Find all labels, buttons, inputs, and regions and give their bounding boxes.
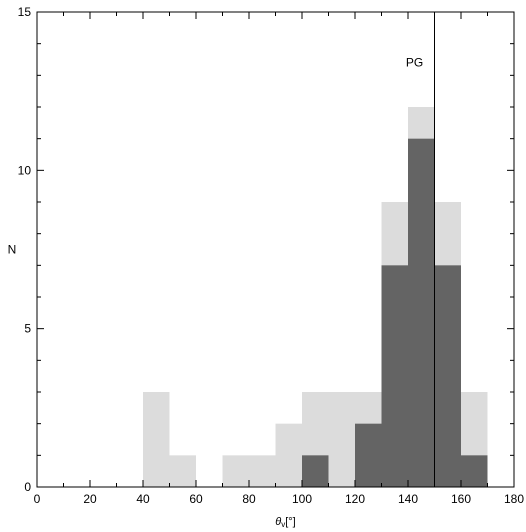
x-tick-label: 160	[451, 492, 471, 506]
histogram-bar-series0-110	[328, 392, 355, 487]
axis-tick-labels: 0 20 40 60 80 100 120 140 160 180 0 5 10 15	[18, 5, 525, 506]
histogram-bar-series1-120	[355, 423, 382, 487]
x-axis-label-symbol: θ	[275, 516, 281, 528]
histogram-bar-series1-100	[302, 455, 329, 487]
x-tick-label: 80	[242, 492, 256, 506]
y-tick-label: 0	[24, 480, 31, 494]
histogram-bar-series0-90	[275, 423, 302, 487]
histogram-bar-series1-140	[408, 138, 435, 487]
y-tick-label: 10	[18, 163, 32, 177]
histogram-bar-series1-150	[434, 265, 461, 487]
x-tick-label: 120	[345, 492, 365, 506]
x-tick-label: 40	[136, 492, 150, 506]
y-axis-label: N	[8, 243, 17, 257]
x-axis-label-unit: [°]	[285, 516, 296, 528]
axis-ticks	[36, 11, 515, 488]
histogram-bar-series1-130	[381, 265, 408, 487]
x-axis-label-subscript: v	[281, 520, 285, 529]
histogram-bar-series0-80	[249, 455, 276, 487]
x-tick-label: 20	[83, 492, 97, 506]
x-tick-label: 100	[292, 492, 312, 506]
histogram-bar-series0-40	[143, 392, 170, 487]
histogram-bars	[143, 107, 488, 487]
y-tick-label: 5	[24, 322, 31, 336]
x-tick-label: 140	[398, 492, 418, 506]
histogram-bar-series0-50	[169, 455, 196, 487]
x-tick-label: 0	[34, 492, 41, 506]
y-tick-label: 15	[18, 5, 32, 19]
histogram-bar-series1-160	[461, 455, 488, 487]
x-tick-label: 60	[189, 492, 203, 506]
x-tick-label: 180	[504, 492, 524, 506]
pg-label: PG	[406, 56, 423, 70]
x-axis-label: θv[°]	[275, 516, 295, 529]
histogram-bar-series0-70	[222, 455, 249, 487]
